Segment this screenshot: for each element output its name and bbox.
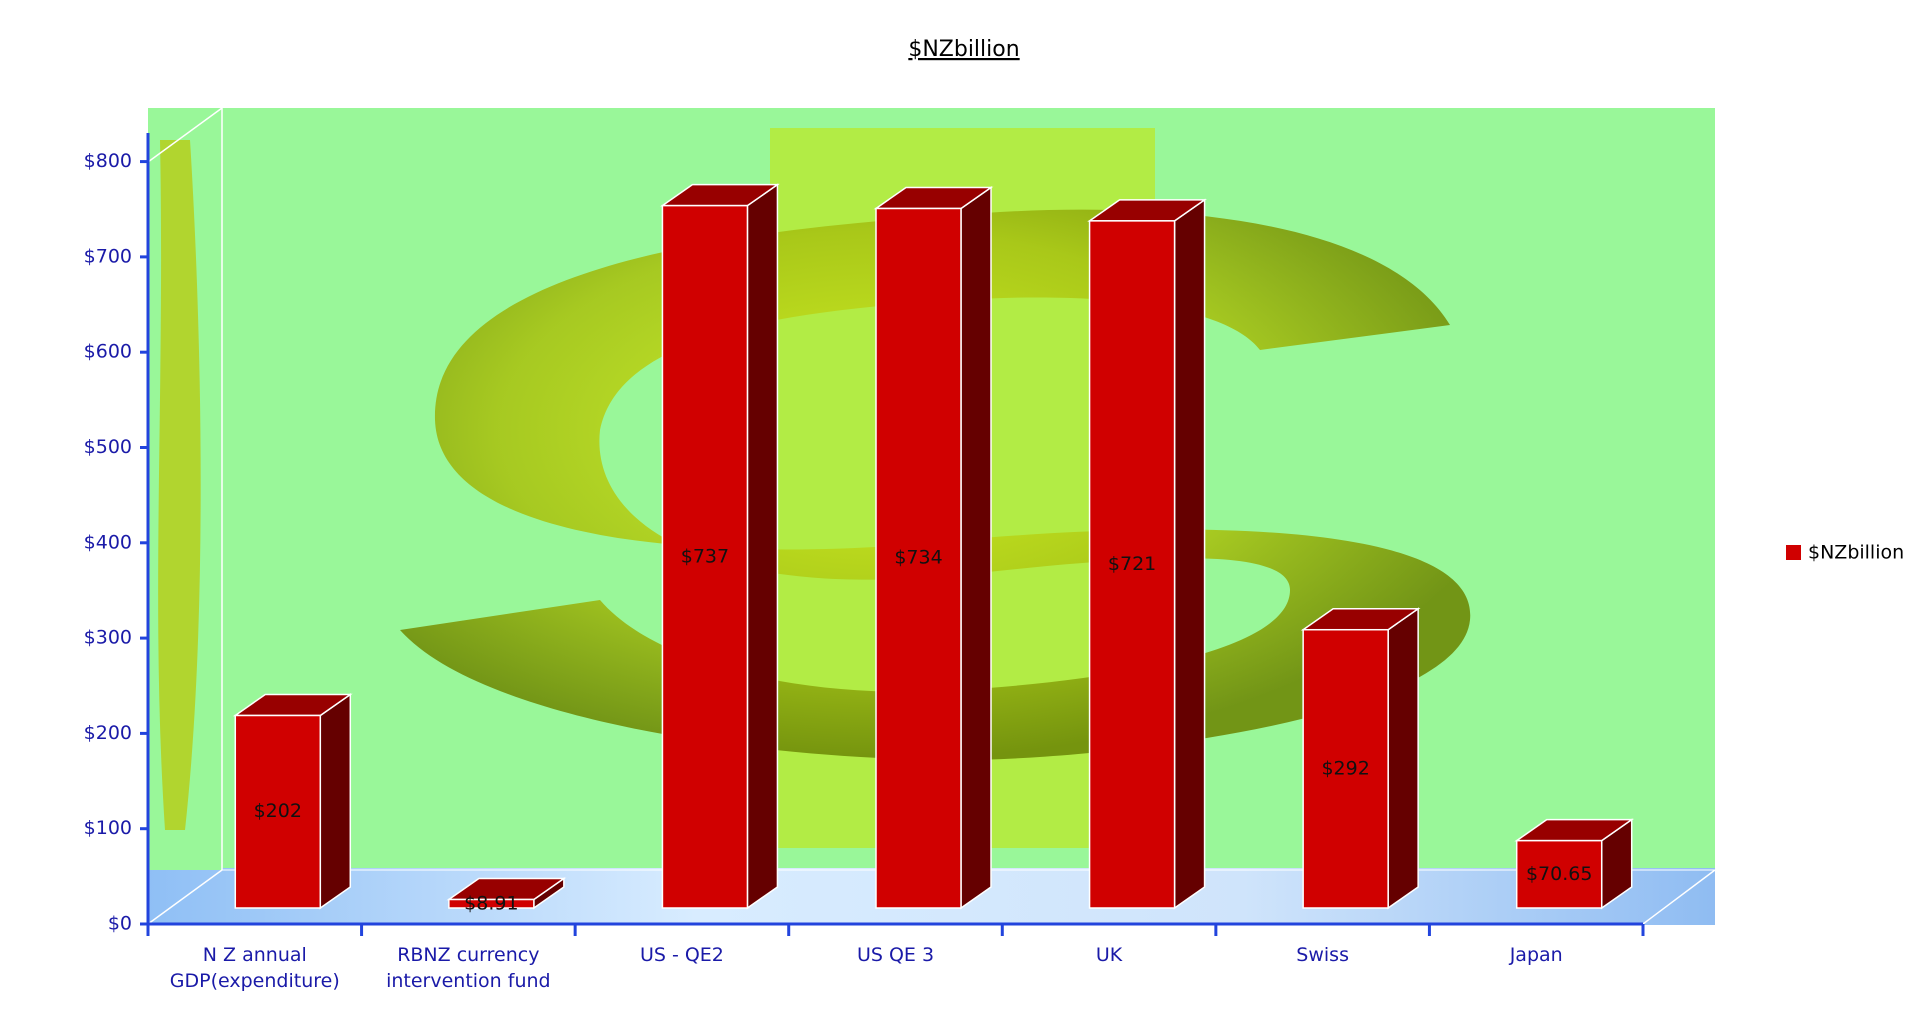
value-label: $734 bbox=[894, 547, 942, 569]
value-label: $70.65 bbox=[1526, 863, 1592, 885]
y-tick-label: $700 bbox=[84, 245, 132, 267]
y-tick-label: $100 bbox=[84, 817, 132, 839]
x-tick-label: US - QE2 bbox=[639, 944, 724, 966]
x-tick-label: US QE 3 bbox=[856, 944, 935, 966]
bar-side bbox=[746, 183, 779, 910]
legend-label: $NZbillion bbox=[1808, 542, 1904, 564]
y-tick-label: $300 bbox=[84, 627, 132, 649]
y-tick-label: $800 bbox=[84, 150, 132, 172]
bar bbox=[1515, 839, 1603, 909]
x-tick-label: Japan bbox=[1509, 944, 1563, 966]
bar bbox=[448, 898, 535, 909]
bar-side bbox=[1387, 607, 1419, 910]
y-tick-label: $200 bbox=[84, 722, 132, 744]
bar-side bbox=[960, 186, 992, 910]
bar bbox=[875, 207, 962, 909]
y-tick-label: $500 bbox=[84, 436, 132, 458]
bar bbox=[1302, 628, 1389, 909]
legend-swatch bbox=[1786, 545, 1801, 560]
x-tick-label: RBNZ currency intervention fund bbox=[386, 944, 551, 992]
bar-side bbox=[319, 693, 352, 910]
value-label: $292 bbox=[1321, 757, 1369, 779]
chart-title: $NZbillion bbox=[908, 37, 1019, 62]
x-tick-label: UK bbox=[1095, 944, 1123, 966]
value-label: $721 bbox=[1108, 553, 1156, 575]
value-label: $737 bbox=[681, 545, 729, 567]
bar bbox=[1088, 220, 1176, 909]
y-tick-label: $600 bbox=[84, 341, 132, 363]
value-label: $8.91 bbox=[464, 892, 518, 914]
bar bbox=[661, 204, 749, 909]
bar bbox=[234, 714, 322, 909]
bar-side bbox=[1173, 198, 1206, 910]
x-tick-label: N Z annual GDP(expenditure) bbox=[169, 944, 340, 992]
y-tick-label: $400 bbox=[84, 531, 132, 553]
y-tick-label: $0 bbox=[108, 913, 132, 935]
x-tick-label: Swiss bbox=[1296, 944, 1349, 966]
value-label: $202 bbox=[254, 800, 302, 822]
